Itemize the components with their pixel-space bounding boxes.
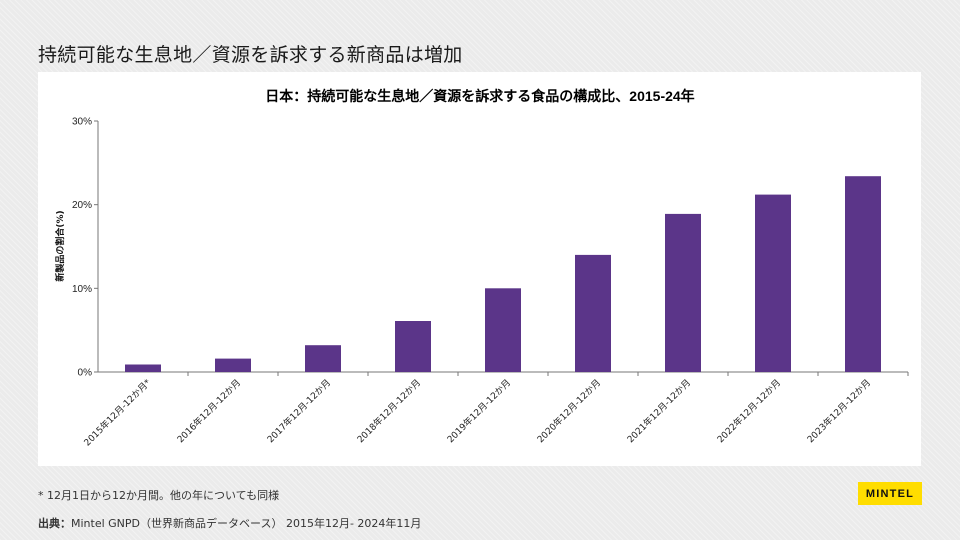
y-tick-label: 10% bbox=[72, 284, 92, 295]
bar bbox=[575, 254, 611, 372]
bar bbox=[395, 321, 431, 372]
bar bbox=[125, 364, 161, 372]
bar bbox=[215, 358, 251, 372]
y-tick-label: 20% bbox=[72, 200, 92, 211]
mintel-logo: MINTEL bbox=[858, 482, 922, 505]
bar bbox=[305, 345, 341, 372]
x-tick-label: 2016年12月-12か月 bbox=[174, 377, 243, 446]
source-line: 出典：Mintel GNPD（世界新商品データベース） 2015年12月- 20… bbox=[38, 515, 421, 531]
bar bbox=[485, 288, 521, 372]
x-tick-label: 2021年12月-12か月 bbox=[624, 377, 693, 446]
bar bbox=[845, 176, 881, 372]
y-tick-label: 30% bbox=[72, 117, 92, 128]
chart-title: 日本：持続可能な生息地／資源を訴求する食品の構成比、2015-24年 bbox=[265, 88, 695, 104]
y-tick-label: 0% bbox=[78, 368, 93, 379]
x-tick-label: 2023年12月-12か月 bbox=[804, 377, 873, 446]
source-label: 出典： bbox=[38, 517, 71, 530]
x-tick-label: 2022年12月-12か月 bbox=[714, 377, 783, 446]
x-tick-label: 2020年12月-12か月 bbox=[534, 377, 603, 446]
x-tick-label: 2019年12月-12か月 bbox=[444, 377, 513, 446]
bar bbox=[755, 194, 791, 372]
slide-title: 持続可能な生息地／資源を訴求する新商品は増加 bbox=[38, 44, 463, 66]
source-text: Mintel GNPD（世界新商品データベース） 2015年12月- 2024年… bbox=[71, 517, 422, 530]
footnote: * 12月1日から12か月間。他の年についても同様 bbox=[38, 489, 280, 502]
x-tick-label: 2018年12月-12か月 bbox=[354, 377, 423, 446]
bar bbox=[665, 213, 701, 372]
x-tick-label: 2017年12月-12か月 bbox=[264, 377, 333, 446]
x-tick-label: 2015年12月-12か月* bbox=[81, 376, 153, 448]
y-axis-label: 新製品の割合(%) bbox=[54, 210, 66, 281]
